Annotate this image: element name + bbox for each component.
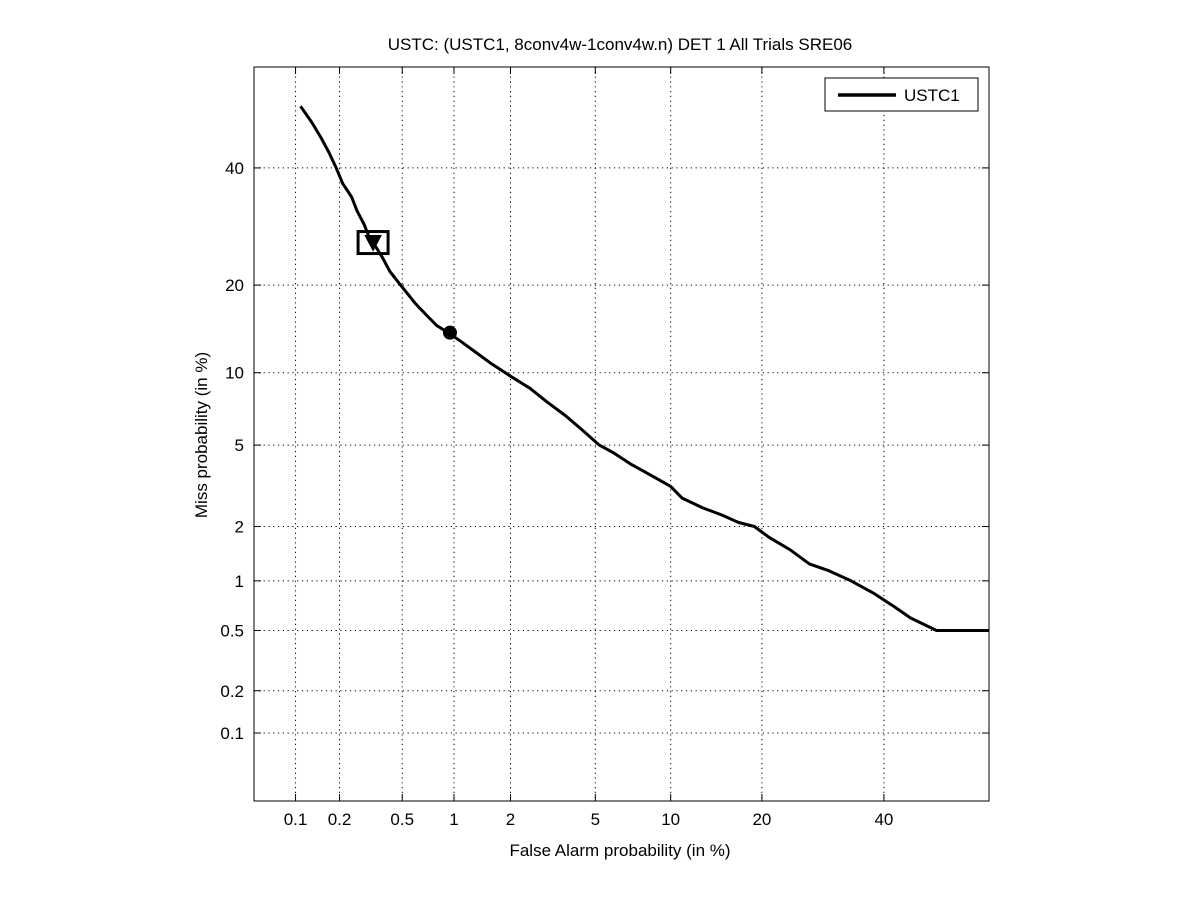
- marker-layer: [356, 230, 457, 340]
- x-axis-label: False Alarm probability (in %): [509, 841, 730, 860]
- x-tick-label: 10: [661, 810, 680, 829]
- y-tick-label: 20: [225, 276, 244, 295]
- y-tick-label: 0.1: [220, 724, 244, 743]
- series-layer: [299, 105, 989, 632]
- x-tick-label: 1: [449, 810, 458, 829]
- series-line-ustc1: [299, 105, 989, 632]
- plot-area-frame: [253, 66, 990, 802]
- chart-title: USTC: (USTC1, 8conv4w-1conv4w.n) DET 1 A…: [388, 35, 853, 54]
- x-tick-label: 5: [591, 810, 600, 829]
- x-tick-label: 0.1: [284, 810, 308, 829]
- x-tick-label: 0.5: [390, 810, 414, 829]
- y-tick-label: 40: [225, 159, 244, 178]
- actual-dcf-marker: [364, 235, 382, 252]
- axis-ticks: 0.1 0.2 0.5 1 2 5 10 20 40 0.1 0.2 0.5 1 2 5 10 20 40: [220, 67, 989, 829]
- x-tick-label: 0.2: [328, 810, 352, 829]
- legend: USTC1: [824, 77, 979, 112]
- y-tick-label: 5: [235, 436, 244, 455]
- y-axis-label: Miss probability (in %): [192, 352, 211, 518]
- y-tick-label: 0.2: [220, 682, 244, 701]
- x-tick-label: 20: [752, 810, 771, 829]
- x-tick-label: 40: [874, 810, 893, 829]
- x-tick-label: 2: [506, 810, 515, 829]
- marker-box: [356, 230, 390, 256]
- legend-label-ustc1: USTC1: [904, 86, 960, 105]
- y-tick-label: 1: [235, 572, 244, 591]
- min-dcf-marker: [442, 325, 457, 340]
- y-tick-label: 10: [225, 364, 244, 383]
- y-tick-label: 0.5: [220, 622, 244, 641]
- y-tick-label: 2: [235, 518, 244, 537]
